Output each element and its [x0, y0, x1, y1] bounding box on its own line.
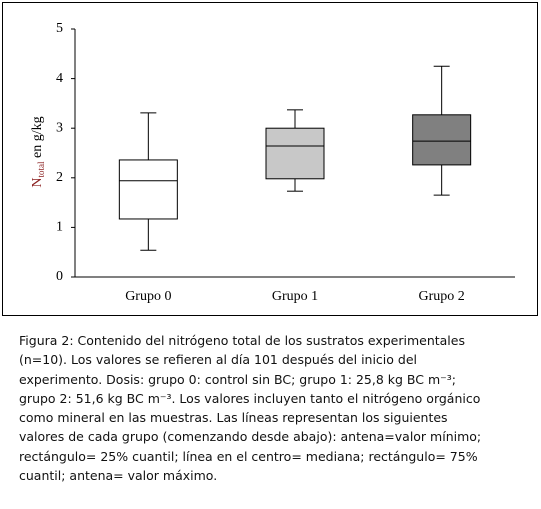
y-tick-label: 5: [56, 21, 63, 36]
box: [265, 127, 325, 180]
caption: Figura 2: Contenido del nitrógeno total …: [19, 331, 534, 485]
chart: Ntotal en g/kg 0 1 2 3 4 5 Grupo 0 Grupo 1 Grupo…: [2, 2, 538, 316]
chart-frame: [2, 2, 538, 316]
x-tick-label: Grupo 1: [272, 289, 318, 304]
y-axis-label: Ntotal en g/kg: [30, 116, 46, 187]
y-label-rest: en g/kg: [30, 116, 45, 161]
x-tick-label: Grupo 2: [419, 289, 465, 304]
y-tick-label: 3: [56, 120, 63, 135]
caption-line: rectángulo= 25% cuantil; línea en el cen…: [19, 448, 478, 464]
y-label-sub: total: [36, 161, 46, 177]
y-tick-label: 0: [56, 269, 63, 284]
y-label-main: N: [30, 177, 45, 187]
caption-line: Figura 2: Contenido del nitrógeno total …: [19, 333, 465, 348]
caption-line: cuantil; antena= valor máximo.: [19, 468, 218, 484]
caption-line: experimento. Dosis: grupo 0: control sin…: [19, 371, 456, 387]
x-tick-label: Grupo 0: [125, 289, 171, 304]
caption-line: como mineral en las muestras. Las líneas…: [19, 410, 448, 426]
y-tick-label: 4: [56, 71, 63, 86]
caption-line: grupo 2: 51,6 kg BC m⁻³. Los valores inc…: [19, 390, 481, 406]
box: [412, 114, 472, 166]
y-tick-label: 2: [56, 170, 63, 185]
box: [118, 159, 178, 220]
caption-line: (n=10). Los valores se refieren al día 1…: [19, 352, 417, 368]
y-tick-label: 1: [56, 220, 63, 235]
caption-line: valores de cada grupo (comenzando desde …: [19, 429, 482, 445]
